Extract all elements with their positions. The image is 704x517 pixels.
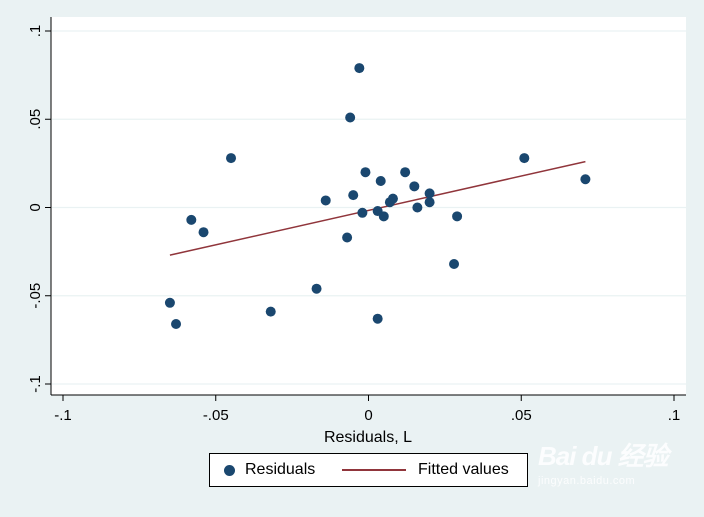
residual-point <box>452 211 463 222</box>
legend-item-residuals: Residuals <box>224 454 315 486</box>
legend-dot-icon <box>224 464 235 476</box>
residual-point <box>345 112 356 123</box>
residual-point <box>424 188 435 199</box>
x-tick-label: 0 <box>364 407 372 424</box>
residual-point <box>265 306 276 317</box>
residual-point <box>171 318 182 329</box>
residual-point <box>400 167 411 178</box>
y-tick-label: .05 <box>27 109 44 130</box>
residual-point <box>519 153 530 164</box>
scatter-points <box>164 63 591 329</box>
axis-ticks: -.1 -.05 0 .05 .1 -.1 -.05 0 .05 .1 <box>27 25 680 424</box>
legend-label-fitted: Fitted values <box>418 461 509 478</box>
x-tick-label: .1 <box>668 407 681 424</box>
residual-point <box>449 258 460 269</box>
legend-label-residuals: Residuals <box>245 461 316 478</box>
gridlines <box>52 30 686 385</box>
x-axis-title: Residuals, L <box>324 429 412 446</box>
y-tick-label: .1 <box>27 25 44 38</box>
legend-item-fitted: Fitted values <box>342 454 509 486</box>
residual-point <box>311 283 322 294</box>
residual-point <box>409 181 420 192</box>
x-tick-label: .05 <box>511 407 532 424</box>
residual-point <box>387 193 398 204</box>
residual-point <box>580 174 591 185</box>
residual-point <box>186 214 197 225</box>
residual-point <box>412 202 423 213</box>
residual-point <box>354 63 365 74</box>
plot-area <box>51 17 686 395</box>
y-tick-label: -.1 <box>27 375 44 393</box>
y-tick-label: 0 <box>27 203 44 211</box>
residual-point <box>320 195 331 206</box>
residual-point <box>372 313 383 324</box>
residual-point <box>342 232 353 243</box>
residual-point <box>226 153 237 164</box>
residual-point <box>164 297 175 308</box>
residual-point <box>360 167 371 178</box>
y-tick-label: -.05 <box>27 283 44 309</box>
residual-point <box>378 211 389 222</box>
residual-point <box>348 190 359 201</box>
residual-point <box>198 227 209 238</box>
legend-line-icon <box>342 469 406 471</box>
x-tick-label: -.05 <box>203 407 229 424</box>
legend: Residuals Fitted values <box>209 453 528 487</box>
residual-point <box>424 197 435 208</box>
x-tick-label: -.1 <box>54 407 72 424</box>
residual-point <box>375 176 386 187</box>
residual-point <box>357 207 368 218</box>
